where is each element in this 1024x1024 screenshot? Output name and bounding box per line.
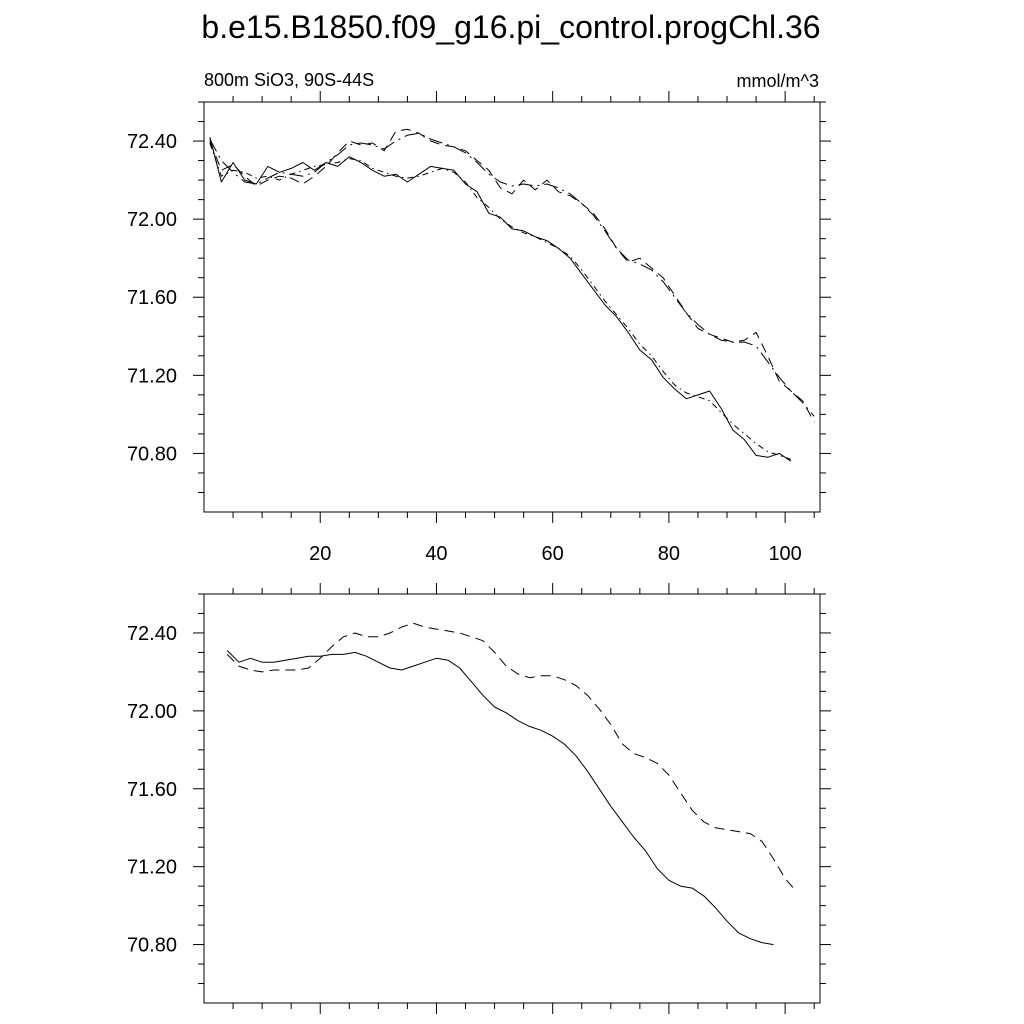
x-tick-label: 60 [542,543,564,565]
y-tick-label: 71.20 [127,857,177,879]
x-tick-label: 40 [425,543,447,565]
bottom-panel: 70.80 71.20 71.60 72.00 72.40 [127,583,831,1014]
y-tick-label: 72.00 [127,209,177,231]
x-tick-label: 80 [658,543,680,565]
x-tick-label: 20 [309,543,331,565]
x-tick-label: 100 [768,543,801,565]
y-tick-label: 72.00 [127,701,177,723]
series-line-solid [209,136,792,462]
y-tick-label: 71.60 [127,287,177,309]
y-tick-label: 70.80 [127,935,177,957]
y-tick-label: 70.80 [127,443,177,465]
y-tick-label: 72.40 [127,623,177,645]
series-line-long-dash-dot [209,132,815,417]
series-line-dash-dot [209,142,792,460]
y-tick-label: 71.60 [127,779,177,801]
y-tick-label: 72.40 [127,131,177,153]
plot-frame [203,101,821,513]
chart-subtitle-left: 800m SiO3, 90S-44S [204,70,374,90]
chart-title: b.e15.B1850.f09_g16.pi_control.progChl.3… [201,9,820,45]
series-line-dash [209,128,815,423]
y-tick-label: 71.20 [127,365,177,387]
top-panel: 70.80 71.20 71.60 72.00 72.40 20 40 60 80 100 [127,91,831,565]
series-line-solid [226,650,774,946]
units-label: mmol/m^3 [737,71,819,91]
series-line-dash [226,622,798,893]
plot-frame [203,593,821,1004]
